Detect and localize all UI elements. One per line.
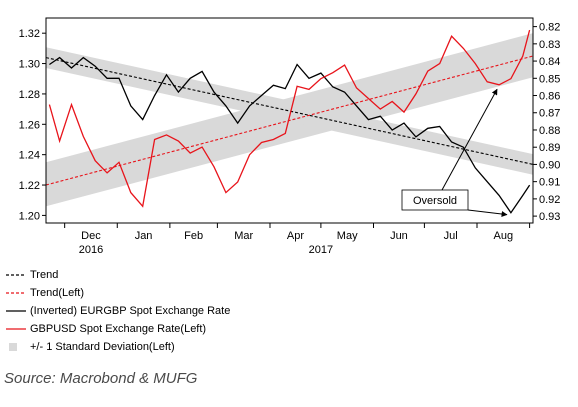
series-line-0 — [46, 57, 533, 165]
chart-area: 1.20 1.22 1.24 1.26 1.28 1.30 1.32 0.82 0.83 0.84… — [19, 17, 561, 256]
x-tick-label: Feb — [184, 230, 203, 242]
legend-item-band: +/- 1 Standard Deviation(Left) — [6, 338, 230, 356]
left-tick-label: 1.24 — [19, 150, 40, 162]
left-tick-label: 1.22 — [19, 180, 40, 192]
x-tick-label: Jul — [444, 230, 458, 242]
plot-frame — [45, 17, 534, 224]
x-year-label: 2016 — [79, 244, 103, 256]
legend-swatch-trend — [6, 274, 26, 276]
source-note: Source: Macrobond & MUFG — [4, 370, 198, 387]
axis-ticks: 1.20 1.22 1.24 1.26 1.28 1.30 1.32 0.82 0.83 0.84… — [19, 22, 561, 256]
legend-label-eurgbp: (Inverted) EURGBP Spot Exchange Rate — [30, 305, 231, 317]
legend-swatch-gbpusd — [6, 328, 26, 330]
series-lines — [46, 29, 533, 214]
x-tick-label: Aug — [494, 230, 514, 242]
std-dev-bands — [46, 33, 533, 207]
left-tick-label: 1.30 — [19, 59, 40, 71]
right-tick-label: 0.89 — [539, 142, 560, 154]
right-tick-label: 0.93 — [539, 211, 560, 223]
legend-item-eurgbp: (Inverted) EURGBP Spot Exchange Rate — [6, 302, 230, 320]
left-tick-label: 1.20 — [19, 210, 40, 222]
annotation-arrow-right — [467, 209, 508, 218]
x-tick-label: Jun — [390, 230, 408, 242]
legend-swatch-band — [9, 343, 17, 351]
legend-item-gbpusd: GBPUSD Spot Exchange Rate(Left) — [6, 320, 230, 338]
series-line-1 — [46, 55, 533, 186]
x-tick-label: May — [337, 230, 358, 242]
right-tick-label: 0.87 — [539, 108, 560, 120]
x-tick-label: Mar — [234, 230, 253, 242]
series-line-2 — [49, 56, 531, 214]
right-tick-label: 0.83 — [539, 39, 560, 51]
right-tick-label: 0.86 — [539, 91, 560, 103]
legend: Trend Trend(Left) (Inverted) EURGBP Spot… — [6, 266, 230, 356]
x-year-label: 2017 — [309, 244, 333, 256]
right-tick-label: 0.90 — [539, 159, 560, 171]
right-tick-label: 0.82 — [539, 22, 560, 34]
oversold-annotation: Oversold — [401, 88, 508, 218]
right-tick-label: 0.85 — [539, 73, 560, 85]
legend-label-trend: Trend — [30, 269, 59, 281]
legend-swatch-trend-left — [6, 292, 26, 294]
band-1 — [46, 47, 533, 175]
legend-label-trend-left: Trend(Left) — [30, 287, 85, 299]
right-tick-label: 0.91 — [539, 177, 560, 189]
left-tick-label: 1.28 — [19, 89, 40, 101]
right-tick-label: 0.92 — [539, 194, 560, 206]
annotation-label: Oversold — [413, 195, 457, 207]
right-tick-label: 0.88 — [539, 125, 560, 137]
legend-label-gbpusd: GBPUSD Spot Exchange Rate(Left) — [30, 323, 207, 335]
left-tick-label: 1.32 — [19, 28, 40, 40]
x-tick-label: Dec — [81, 230, 101, 242]
right-tick-label: 0.84 — [539, 56, 560, 68]
x-tick-label: Apr — [287, 230, 304, 242]
legend-item-trend: Trend — [6, 266, 230, 284]
x-tick-label: Jan — [135, 230, 153, 242]
legend-label-band: +/- 1 Standard Deviation(Left) — [30, 341, 175, 353]
left-tick-label: 1.26 — [19, 119, 40, 131]
series-line-3 — [48, 29, 531, 208]
annotation-box — [401, 189, 469, 211]
legend-swatch-eurgbp — [6, 310, 26, 312]
legend-item-trend-left: Trend(Left) — [6, 284, 230, 302]
annotation-arrow-up — [441, 88, 498, 191]
